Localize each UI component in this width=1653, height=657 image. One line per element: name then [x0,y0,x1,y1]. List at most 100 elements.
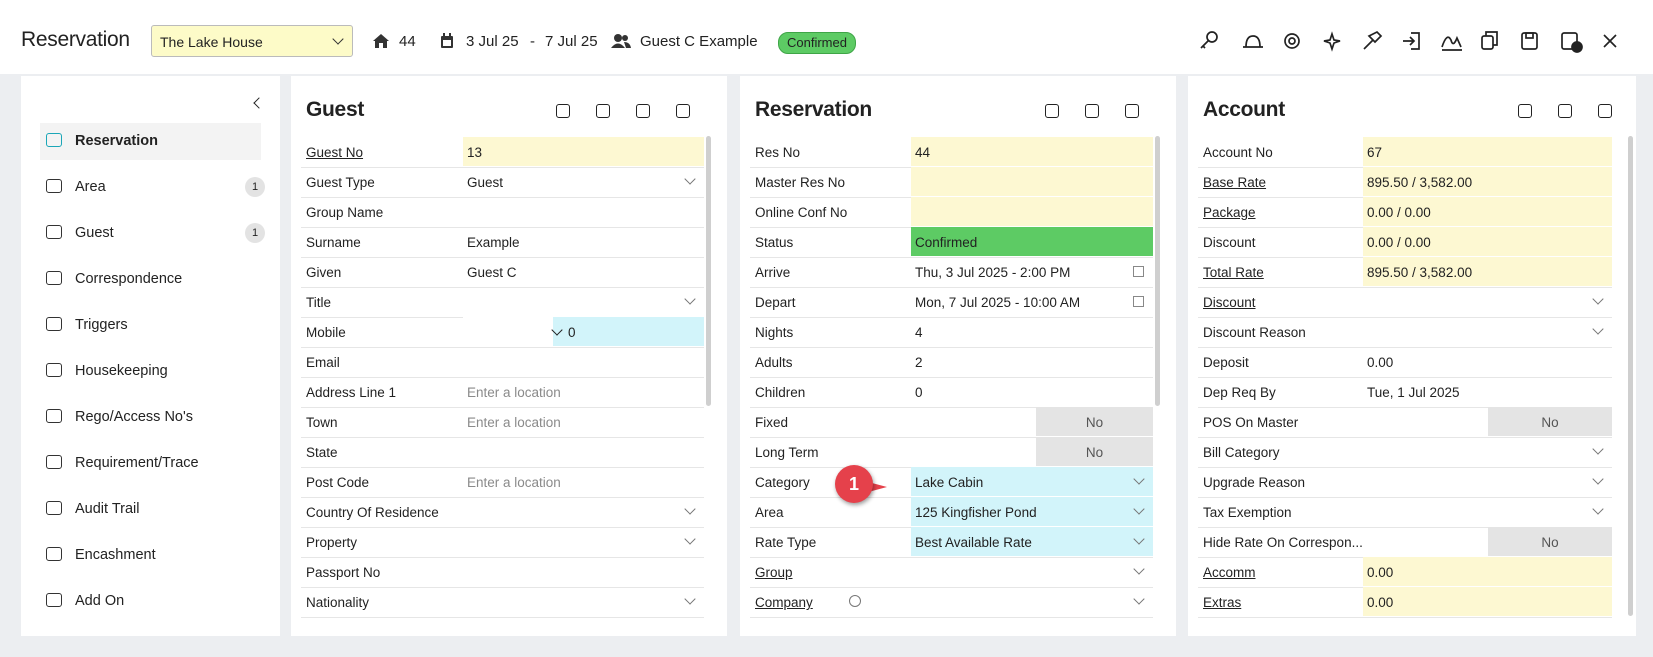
field-label: Category [755,475,810,490]
field-value: 0.00 [1363,587,1612,616]
form-row[interactable]: State [301,437,704,468]
form-row[interactable]: Category Lake Cabin [750,467,1153,498]
magic-button[interactable] [1323,31,1341,52]
form-row[interactable]: Status Confirmed [750,227,1153,258]
form-row[interactable]: Upgrade Reason [1198,467,1612,498]
field-label: Package [1203,205,1256,220]
toggle[interactable]: No [1036,407,1153,436]
form-row[interactable]: Given Guest C [301,257,704,288]
account-panel: Account Account No 67 Base Rate 895.50 / 3,5… [1188,76,1636,636]
form-row[interactable]: Email [301,347,704,378]
form-row[interactable]: Extras 0.00 [1198,587,1612,618]
nav-item[interactable]: Transfers [40,629,261,636]
form-row[interactable]: Adults 2 [750,347,1153,378]
panel-action[interactable] [1518,104,1532,118]
panel-action[interactable] [676,104,690,118]
settings-button[interactable] [1284,33,1300,49]
sign-button[interactable] [1441,35,1462,51]
form-row[interactable]: Account No 67 [1198,137,1612,168]
search-icon[interactable] [849,595,861,607]
close-button[interactable] [1603,34,1617,48]
field-label: Country Of Residence [306,505,439,520]
panel-action[interactable] [636,104,650,118]
form-row[interactable]: Nationality [301,587,704,618]
calendar-icon[interactable] [1133,266,1144,277]
copy-button[interactable] [1481,31,1498,50]
form-row[interactable]: Mobile 0 [301,317,704,348]
key-button[interactable] [1200,31,1218,49]
form-row[interactable]: Group Name [301,197,704,228]
panel-action[interactable] [1085,104,1099,118]
property-select[interactable]: The Lake House [151,25,353,57]
field-label: Title [306,295,332,310]
nav-item[interactable]: Add On [40,583,261,620]
collapse-button[interactable] [253,97,265,109]
checkin-button[interactable] [1403,32,1420,50]
form-row[interactable]: Nights 4 [750,317,1153,348]
form-row[interactable]: POS On Master No [1198,407,1612,438]
form-row[interactable]: Surname Example [301,227,704,258]
form-row[interactable]: Company [750,587,1153,618]
form-row[interactable]: Children 0 [750,377,1153,408]
bell-button[interactable] [1243,35,1263,48]
value-text: 125 Kingfisher Pond [915,505,1037,520]
form-row[interactable]: Post Code Enter a location [301,467,704,498]
calendar-icon[interactable] [1133,296,1144,307]
form-row[interactable]: Deposit 0.00 [1198,347,1612,378]
form-row[interactable]: Total Rate 895.50 / 3,582.00 [1198,257,1612,288]
form-row[interactable]: Guest Type Guest [301,167,704,198]
form-row[interactable]: Tax Exemption [1198,497,1612,528]
panel-action[interactable] [1558,104,1572,118]
save-button[interactable] [1521,32,1538,50]
nav-item[interactable]: Audit Trail [40,491,261,528]
form-row[interactable]: Title [301,287,704,318]
nav-item[interactable]: Reservation [40,123,261,160]
form-row[interactable]: Base Rate 895.50 / 3,582.00 [1198,167,1612,198]
form-row[interactable]: Passport No [301,557,704,588]
form-row[interactable]: Master Res No [750,167,1153,198]
form-row[interactable]: Bill Category [1198,437,1612,468]
form-row[interactable]: Discount Reason [1198,317,1612,348]
panel-action[interactable] [1045,104,1059,118]
form-row[interactable]: Long Term No [750,437,1153,468]
save-close-button[interactable] [1561,32,1583,53]
hammer-button[interactable] [1363,30,1383,50]
form-row[interactable]: Guest No 13 [301,137,704,168]
toggle[interactable]: No [1488,527,1612,556]
form-row[interactable]: Online Conf No [750,197,1153,228]
form-row[interactable]: Dep Req By Tue, 1 Jul 2025 [1198,377,1612,408]
nav-item[interactable]: Area 1 [40,169,265,206]
form-row[interactable]: Area 125 Kingfisher Pond [750,497,1153,528]
form-row[interactable]: Accomm 0.00 [1198,557,1612,588]
nav-item[interactable]: Encashment [40,537,261,574]
form-row[interactable]: Discount 0.00 / 0.00 [1198,227,1612,258]
toggle[interactable]: No [1488,407,1612,436]
form-row[interactable]: Fixed No [750,407,1153,438]
form-row[interactable]: Hide Rate On Correspon... No [1198,527,1612,558]
panel-action[interactable] [1598,104,1612,118]
form-row[interactable]: Address Line 1 Enter a location [301,377,704,408]
nav-item[interactable]: Correspondence [40,261,261,298]
field-value: Enter a location [463,377,704,406]
nav-item[interactable]: Guest 1 [40,215,265,252]
form-row[interactable]: Arrive Thu, 3 Jul 2025 - 2:00 PM [750,257,1153,288]
form-row[interactable]: Res No 44 [750,137,1153,168]
toggle[interactable]: No [1036,437,1153,466]
panel-action[interactable] [1125,104,1139,118]
field-label: Children [755,385,806,400]
nav-item[interactable]: Requirement/Trace [40,445,261,482]
form-row[interactable]: Country Of Residence [301,497,704,528]
form-row[interactable]: Discount [1198,287,1612,318]
form-row[interactable]: Depart Mon, 7 Jul 2025 - 10:00 AM [750,287,1153,318]
form-row[interactable]: Package 0.00 / 0.00 [1198,197,1612,228]
nav-item[interactable]: Housekeeping [40,353,261,390]
value-text: 0.00 [1367,355,1394,370]
form-row[interactable]: Rate Type Best Available Rate [750,527,1153,558]
panel-action[interactable] [596,104,610,118]
nav-item[interactable]: Rego/Access No's [40,399,261,436]
form-row[interactable]: Town Enter a location [301,407,704,438]
form-row[interactable]: Property [301,527,704,558]
panel-action[interactable] [556,104,570,118]
nav-item[interactable]: Triggers [40,307,261,344]
form-row[interactable]: Group [750,557,1153,588]
